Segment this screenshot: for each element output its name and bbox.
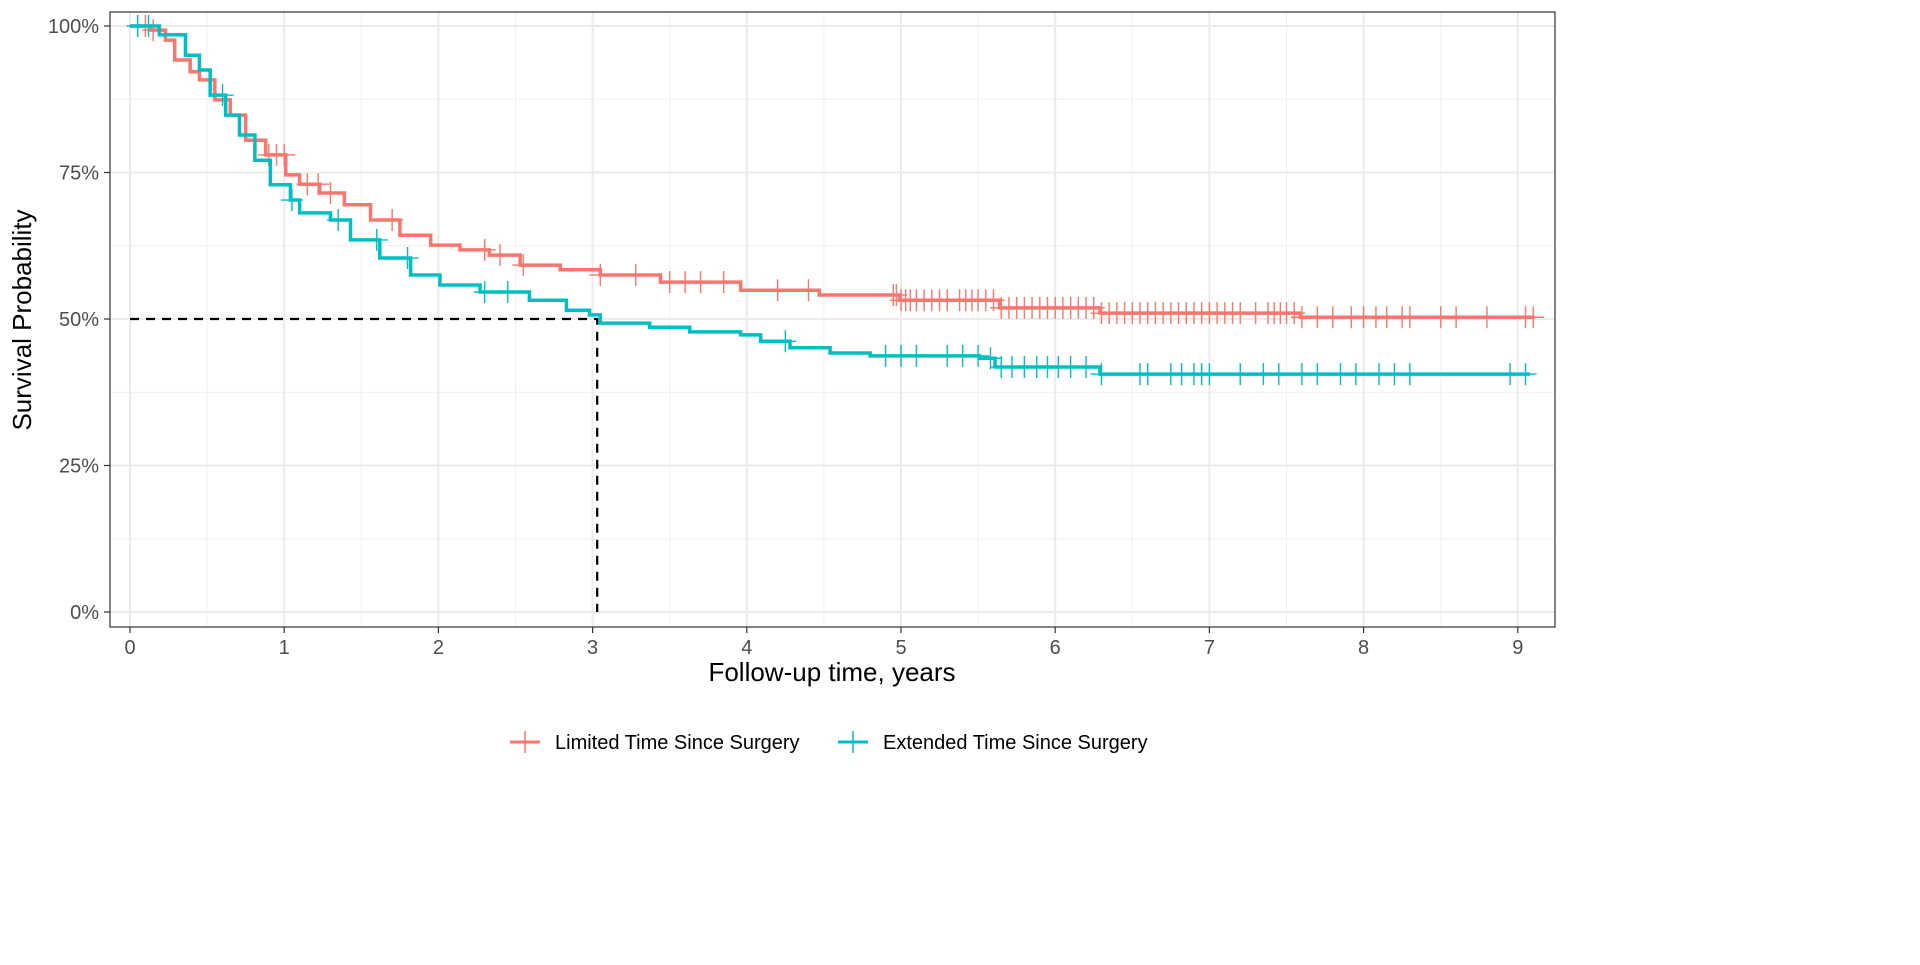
censor-mark [319,182,342,205]
x-tick-label: 6 [1050,637,1061,659]
censor-mark [273,143,296,166]
censor-mark [1445,306,1468,329]
axes: 0 1 2 3 4 5 6 7 8 9 0% 25% 50% 75% 100% [48,16,1524,659]
y-tick-label: 50% [59,309,99,331]
censor-mark [496,281,519,304]
censor-mark [766,279,789,302]
y-tick-label: 75% [59,163,99,185]
censor-mark [1267,363,1290,386]
censor-mark [327,208,350,231]
censor-mark [905,344,928,367]
x-tick-label: 3 [587,637,598,659]
survival-curve-extended [130,24,1531,376]
y-tick-label: 100% [48,16,99,38]
censor-mark [774,330,797,353]
y-tick-label: 0% [70,602,99,624]
x-tick-label: 0 [124,637,135,659]
censor-mark [381,208,404,231]
x-tick-label: 8 [1358,637,1369,659]
censor-mark [1514,363,1537,386]
censor-mark [797,279,820,302]
censor-mark [396,247,419,270]
x-tick-label: 1 [279,637,290,659]
censor-mark [1136,363,1159,386]
censor-mark [512,254,535,277]
censor-mark [280,189,303,212]
censor-mark [1522,306,1545,329]
censor-mark [1398,306,1421,329]
x-tick-label: 4 [741,637,752,659]
censor-mark [137,15,160,37]
x-tick-label: 5 [895,637,906,659]
censor-mark [712,271,735,294]
censor-mark [624,264,647,287]
censor-mark [885,283,908,306]
censor-mark [211,84,234,107]
censor-mark [1090,363,1113,386]
censor-mark [473,281,496,304]
legend: Limited Time Since Surgery Extended Time… [510,731,1148,754]
censor-mark [967,344,990,367]
censor-mark [1321,306,1344,329]
legend-item-extended: Extended Time Since Surgery [838,731,1148,754]
plot-area [126,15,1545,612]
legend-label-extended: Extended Time Since Surgery [883,732,1148,754]
censor-mark [1306,363,1329,386]
censor-mark [1229,363,1252,386]
legend-label-limited: Limited Time Since Surgery [555,732,800,754]
legend-item-limited: Limited Time Since Surgery [510,731,800,754]
censor-mark [1198,363,1221,386]
censor-mark [473,238,496,261]
y-axis-label: Survival Probability [7,209,37,430]
censor-mark [1075,356,1098,379]
x-tick-label: 9 [1512,637,1523,659]
censor-mark [365,228,388,251]
censor-mark [1344,363,1367,386]
y-tick-label: 25% [59,456,99,478]
x-tick-label: 2 [433,637,444,659]
median-reference-line [130,317,599,612]
x-axis-label: Follow-up time, years [708,657,955,687]
censor-mark [489,244,512,267]
censor-mark [689,271,712,294]
censor-mark [307,173,330,196]
censor-mark [1398,363,1421,386]
censor-mark [1475,306,1498,329]
censor-mark [979,347,1002,370]
censor-mark [589,264,612,287]
x-tick-label: 7 [1204,637,1215,659]
